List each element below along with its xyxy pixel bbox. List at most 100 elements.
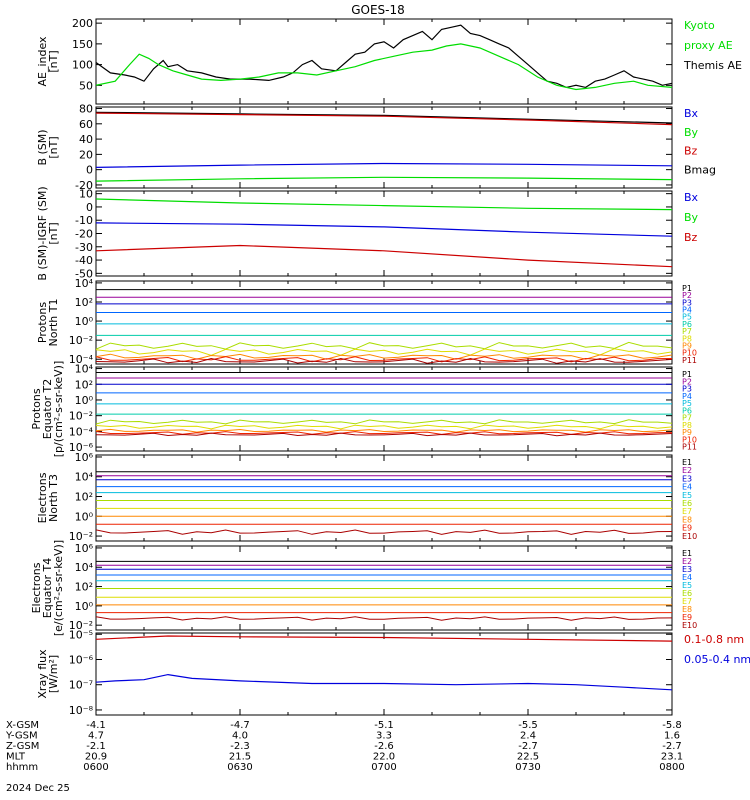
legend-entry: E2 [682,466,692,475]
legend-entry: E6 [682,589,692,598]
x-tick-label: 3.3 [376,731,392,742]
legend-entry: E8 [682,515,692,524]
legend-entry: P11 [682,443,697,452]
y-tick-label: 10⁰ [75,510,94,523]
legend-entry: E10 [682,532,697,541]
series-p11 [96,357,672,364]
series-themis-ae [96,24,672,89]
legend-entry: Bz [684,231,698,244]
y-tick-label: 10⁶ [75,451,94,464]
y-tick-label: -20 [75,228,93,241]
panel-frame [95,454,673,542]
y-tick-label: -50 [75,267,93,280]
x-tick-label: -5.8 [662,720,682,731]
y-axis-label: ProtonsEquator T2[p/(cm²-s-sr-keV)] [30,361,65,458]
y-tick-label: 10² [75,296,93,309]
x-tick-label: 4.0 [232,731,248,742]
series-bx [96,222,672,237]
x-tick-label: -4.1 [86,720,106,731]
legend-entry: P5 [682,313,692,322]
series-kyoto-proxy-ae [96,43,672,91]
series-by [96,198,672,211]
series-bx [96,162,672,168]
legend-entry: E10 [682,621,697,630]
x-row-label: Z-GSM [6,741,39,752]
series-e10 [96,529,672,535]
y-tick-label: -30 [75,241,93,254]
series-0-1-0-8-nm [96,635,672,642]
x-tick-label: 0730 [515,762,540,773]
y-tick-label: -20 [75,179,93,192]
x-tick-label: 0800 [659,762,684,773]
x-tick-label: 0600 [83,762,108,773]
x-row-label: MLT [6,752,26,763]
legend-entry: E5 [682,581,692,590]
y-tick-label: 10⁻⁶ [69,653,94,666]
x-tick-label: 1.6 [664,731,680,742]
y-axis-label: Xray flux[W/m²] [36,649,60,699]
y-axis-label: ProtonsNorth T1 [36,299,60,347]
panel-ae: 50 100 150 200 AE_index[nT] Kyoto proxy AE Them… [36,17,742,105]
x-tick-label: -2.3 [230,741,250,752]
x-tick-label: 23.1 [661,752,683,763]
y-tick-label: 10⁴ [75,363,94,376]
panel-frame [95,106,673,189]
series-p10 [96,431,672,435]
series-p7 [96,419,672,425]
x-tick-label: -2.6 [374,741,394,752]
y-tick-label: 10² [75,378,93,391]
y-tick-label: 60 [79,118,93,131]
legend-entry: 0.1-0.8 nm [684,633,744,646]
legend-entry: E7 [682,597,692,606]
y-axis-label: B (SM)-IGRF (SM)[nT] [36,186,60,280]
x-tick-label: 22.0 [373,752,395,763]
y-tick-label: -10 [75,214,93,227]
x-row-label: Y-GSM [5,731,38,742]
y-axis-label: ElectronsEquator T4[e/(cm²-s-sr-keV)] [30,540,65,636]
panel-frame [95,632,673,716]
x-tick-label: -5.5 [518,720,538,731]
y-tick-label: 10 [79,188,93,201]
x-tick-label: -2.7 [662,741,682,752]
y-tick-label: 200 [72,17,93,30]
legend-entry: Bx [684,191,699,204]
legend-entry: 0.05-0.4 nm [684,653,750,666]
y-tick-label: 10⁻⁸ [69,704,94,717]
legend-entry: P7 [682,414,692,423]
series-p9 [96,353,672,360]
legend-entry: P3 [682,385,692,394]
series-e10 [96,616,672,621]
y-tick-label: 80 [79,103,93,116]
legend-entry: E1 [682,458,692,467]
panel-frame [95,18,673,105]
legend-entry: E1 [682,549,692,558]
legend-entry: P10 [682,435,697,444]
legend-entry: P9 [682,341,692,350]
legend-entry: P10 [682,349,697,358]
legend-entry: P9 [682,428,692,437]
y-tick-label: 0 [86,201,93,214]
x-tick-label: 4.7 [88,731,104,742]
y-tick-label: 10⁻⁴ [69,353,94,366]
y-tick-label: 10⁻⁴ [69,425,94,438]
panel-pn1: 10⁻⁴ 10⁻² 10⁰ 10² 10⁴ ProtonsNorth T1 P1P2P3P4… [36,277,697,366]
series-p8 [96,348,672,356]
y-tick-label: 10⁻⁶ [69,441,94,454]
x-tick-label: 22.5 [517,752,539,763]
y-axis-label: B (SM)[nT] [36,129,60,165]
x-tick-label: -4.7 [230,720,250,731]
legend-entry: Kyoto [684,19,715,32]
x-tick-label: 0630 [227,762,252,773]
y-tick-label: 100 [72,59,93,72]
legend-entry: Themis AE [683,59,742,72]
panel-frame [95,366,673,452]
series-p8 [96,424,672,430]
legend-entry: E3 [682,474,692,483]
y-axis-label: ElectronsNorth T3 [36,472,60,523]
y-tick-label: 10⁻⁵ [69,628,93,641]
legend-entry: P3 [682,298,692,307]
x-tick-label: 2.4 [520,731,536,742]
y-tick-label: 10⁻² [69,410,93,423]
series-p7 [96,341,672,350]
